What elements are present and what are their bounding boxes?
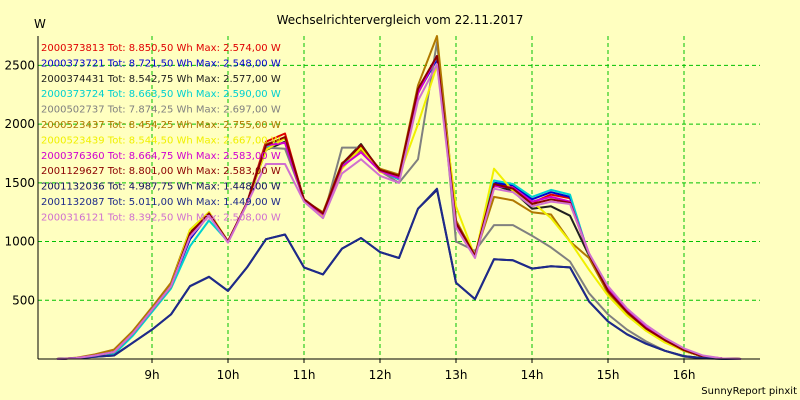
grid-lines <box>38 36 760 359</box>
legend-entry-3: 2000374431 Tot: 8.542,75 Wh Max: 2.577,0… <box>41 74 281 85</box>
y-tick-label: 1500 <box>4 176 35 190</box>
x-tick-labels: 9h 10h 11h 12h 13h 14h 15h 16h <box>144 359 695 382</box>
legend-entry-4: 2000373724 Tot: 8.663,50 Wh Max: 2.590,0… <box>41 89 281 100</box>
series-lines <box>56 35 742 360</box>
x-tick-label: 9h <box>144 368 159 382</box>
series-line-12 <box>56 63 742 360</box>
legend-entry-1: 2000373813 Tot: 8.850,50 Wh Max: 2.574,0… <box>41 43 281 54</box>
y-tick-labels: 500 1000 1500 2000 2500 <box>4 58 35 307</box>
legend-entry-8: 2000376360 Tot: 8.664,75 Wh Max: 2.583,0… <box>41 151 281 162</box>
x-tick-label: 14h <box>521 368 544 382</box>
footer-credit: SunnyReport pinxit <box>701 386 797 397</box>
legend-entry-12: 2000316121 Tot: 8.392,50 Wh Max: 2.508,0… <box>41 212 281 223</box>
x-tick-label: 10h <box>217 368 240 382</box>
series-line-4 <box>56 56 742 360</box>
y-axis-unit: W <box>34 17 46 31</box>
legend-entry-2: 2000373721 Tot: 8.721,50 Wh Max: 2.548,0… <box>41 58 281 69</box>
x-tick-label: 11h <box>293 368 316 382</box>
legend-entry-7: 2000523439 Tot: 8.544,50 Wh Max: 2.667,0… <box>41 135 281 146</box>
x-tick-label: 16h <box>673 368 696 382</box>
y-tick-label: 2500 <box>4 58 35 72</box>
x-tick-label: 15h <box>597 368 620 382</box>
chart-title: Wechselrichtervergleich vom 22.11.2017 <box>277 13 524 27</box>
series-line-11 <box>56 187 742 360</box>
legend-entry-9: 2001129627 Tot: 8.801,00 Wh Max: 2.583,0… <box>41 166 281 177</box>
y-tick-label: 500 <box>12 293 35 307</box>
legend: 2000373813 Tot: 8.850,50 Wh Max: 2.574,0… <box>41 43 281 223</box>
x-tick-label: 13h <box>445 368 468 382</box>
legend-entry-10: 2001132036 Tot: 4.987,75 Wh Max: 1.448,0… <box>41 182 281 193</box>
series-line-1 <box>56 56 742 360</box>
y-tick-label: 2000 <box>4 117 35 131</box>
x-tick-label: 12h <box>369 368 392 382</box>
legend-entry-6: 2000523437 Tot: 8.454,25 Wh Max: 2.755,0… <box>41 120 281 131</box>
legend-entry-5: 2000502737 Tot: 7.874,25 Wh Max: 2.697,0… <box>41 105 281 116</box>
legend-entry-11: 2001132087 Tot: 5.011,00 Wh Max: 1.449,0… <box>41 197 281 208</box>
y-tick-label: 1000 <box>4 235 35 249</box>
